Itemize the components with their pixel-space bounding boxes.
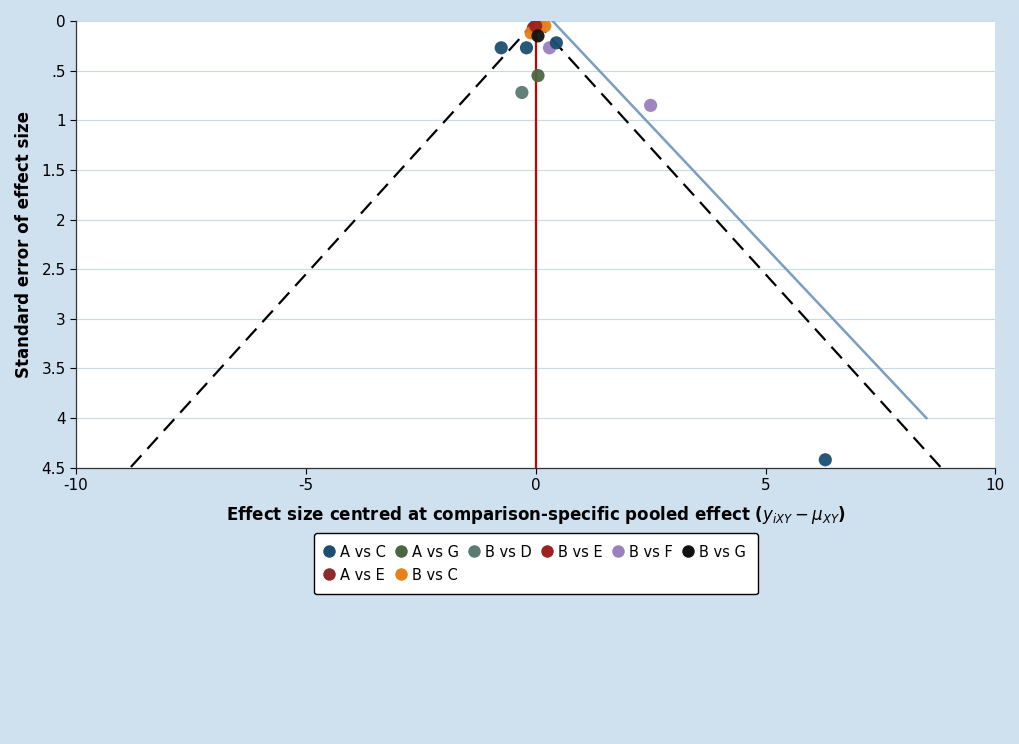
Point (492, 42, 508, 54)
Point (816, 454, 833, 466)
Point (547, 37, 564, 49)
Point (518, 42, 534, 54)
Point (514, 86, 530, 98)
Point (529, 30, 545, 42)
Point (541, 42, 557, 54)
Y-axis label: Standard error of effect size: Standard error of effect size (15, 111, 33, 378)
Point (532, 20, 548, 32)
Point (523, 27, 539, 39)
Legend: A vs C, A vs E, A vs G, B vs C, B vs D, B vs E, B vs F, B vs G: A vs C, A vs E, A vs G, B vs C, B vs D, … (314, 533, 757, 594)
Point (525, 22, 541, 34)
Point (536, 20, 552, 32)
Point (642, 100, 658, 112)
Point (529, 70, 545, 82)
Point (527, 20, 543, 32)
X-axis label: Effect size centred at comparison-specific pooled effect ($y_{iXY}-\mu_{XY}$): Effect size centred at comparison-specif… (225, 504, 845, 526)
